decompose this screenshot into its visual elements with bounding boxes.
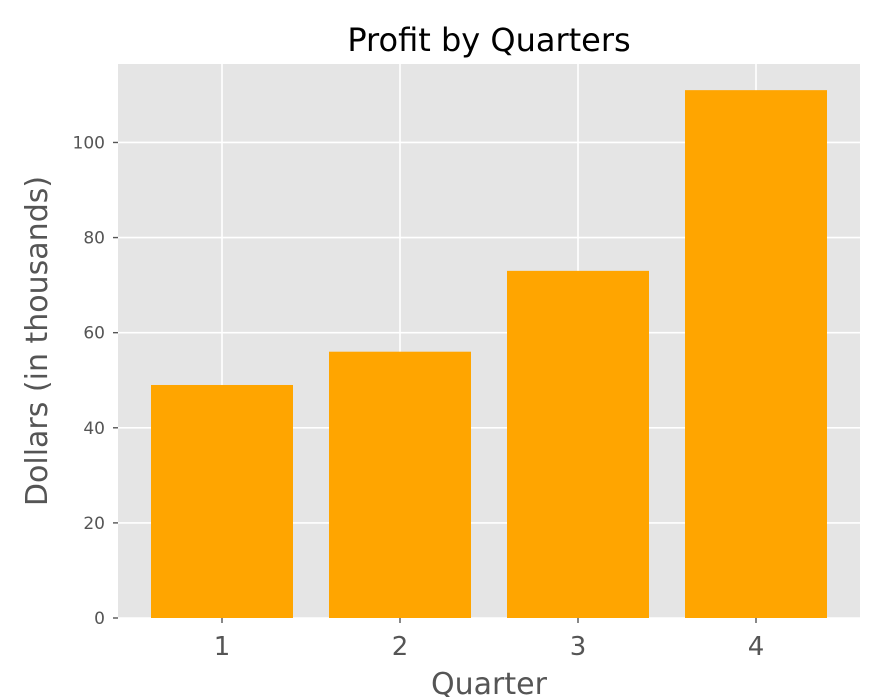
y-tick-label: 80 xyxy=(83,229,105,249)
x-tick-label: 2 xyxy=(392,632,409,662)
x-tick-label: 4 xyxy=(748,632,765,662)
x-axis-ticks: 1 2 3 4 xyxy=(214,618,765,662)
y-tick-label: 0 xyxy=(94,609,105,629)
y-tick-label: 40 xyxy=(83,419,105,439)
x-axis-label: Quarter xyxy=(431,667,548,697)
x-tick-label: 1 xyxy=(214,632,231,662)
y-axis-ticks: 0 20 40 60 80 100 xyxy=(73,133,118,629)
chart-title: Profit by Quarters xyxy=(347,21,630,59)
bar-quarter-2 xyxy=(329,351,471,618)
x-tick-label: 3 xyxy=(570,632,587,662)
bar-quarter-3 xyxy=(507,270,649,618)
y-tick-label: 100 xyxy=(73,133,105,153)
bar-quarter-1 xyxy=(151,384,293,618)
y-tick-label: 20 xyxy=(83,514,105,534)
y-axis-label: Dollars (in thousands) xyxy=(20,176,55,506)
bar-quarter-4 xyxy=(685,90,827,619)
bars xyxy=(151,90,827,619)
y-tick-label: 60 xyxy=(83,324,105,344)
